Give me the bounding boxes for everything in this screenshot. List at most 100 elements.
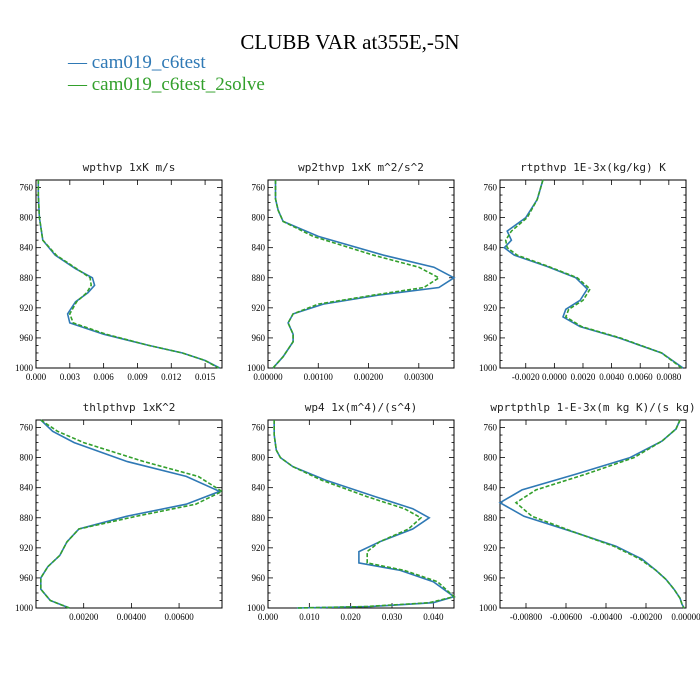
- series-line-cam019-c6test-2solve: [37, 180, 219, 369]
- plot-frame: [35, 179, 223, 369]
- x-tick-label: 0.003: [60, 372, 81, 382]
- plot-frame: [35, 419, 223, 609]
- y-tick-label: 840: [252, 243, 266, 253]
- y-tick-label: 1000: [247, 603, 266, 613]
- x-tick-label: 0.00600: [164, 612, 194, 622]
- x-tick-label: 0.00000: [253, 372, 283, 382]
- legend-label: cam019_c6test_2solve: [91, 74, 265, 95]
- y-tick-label: 880: [252, 273, 266, 283]
- x-tick-label: 0.040: [423, 612, 444, 622]
- series-line-cam019-c6test-2solve: [39, 419, 224, 609]
- y-tick-label: 760: [252, 423, 266, 433]
- y-tick-label: 800: [20, 453, 34, 463]
- panel-title: rtpthvp 1E-3x(kg/kg) K: [520, 161, 666, 174]
- y-tick-label: 960: [252, 333, 266, 343]
- chart-panel-1: wpthvp 1xK m/s76080084088092096010000.00…: [15, 161, 223, 382]
- x-tick-label: 0.00400: [117, 612, 147, 622]
- y-tick-label: 840: [20, 243, 34, 253]
- x-tick-label: 0.0060: [628, 372, 653, 382]
- panel-title: wp2thvp 1xK m^2/s^2: [298, 161, 424, 174]
- chart-panel-3: rtpthvp 1E-3x(kg/kg) K 760 800 840 880 920 960…: [479, 161, 687, 382]
- series-line-cam019-c6test: [273, 420, 456, 609]
- y-tick-label: 840: [484, 483, 498, 493]
- y-tick-label: 880: [484, 513, 498, 523]
- y-tick-label: 960: [20, 333, 34, 343]
- legend-dash-icon: —: [68, 74, 87, 95]
- x-tick-label: 0.00100: [304, 372, 334, 382]
- x-tick-label: 0.00200: [354, 372, 384, 382]
- panel-title: wp4 1x(m^4)/(s^4): [305, 401, 418, 414]
- x-tick-label: 0.00300: [404, 372, 434, 382]
- y-tick-label: 920: [484, 543, 498, 553]
- x-tick-label: 0.000: [258, 612, 279, 622]
- x-tick-label: -0.00200: [630, 612, 663, 622]
- plot-frame: [499, 179, 687, 369]
- y-tick-label: 760: [252, 183, 266, 193]
- x-tick-label: 0.030: [382, 612, 403, 622]
- y-tick-label: 880: [252, 513, 266, 523]
- series-line-cam019-c6test: [503, 179, 684, 369]
- chart-panel-4: thlpthvp 1xK^2 760 800 840 880 920 960 1000 0.00…: [15, 401, 224, 622]
- x-tick-label: -0.00800: [510, 612, 543, 622]
- y-tick-label: 840: [252, 483, 266, 493]
- legend-label: cam019_c6test: [91, 52, 206, 73]
- x-tick-label: 0.000: [26, 372, 47, 382]
- x-tick-label: 0.0020: [571, 372, 596, 382]
- panel-title: wprtpthlp 1-E-3x(m kg K)/(s kg): [490, 401, 695, 414]
- y-tick-label: 1000: [15, 603, 34, 613]
- x-tick-label: -0.00400: [590, 612, 623, 622]
- y-tick-label: 760: [484, 423, 498, 433]
- x-tick-label: 0.00200: [69, 612, 99, 622]
- x-tick-label: 0.00000: [671, 612, 700, 622]
- x-tick-label: 0.006: [94, 372, 115, 382]
- plot-frame: [499, 419, 687, 609]
- series-line-cam019-c6test-2solve: [504, 179, 683, 369]
- chart-panel-5: wp4 1x(m^4)/(s^4)76080084088092096010000…: [247, 401, 456, 622]
- y-tick-label: 1000: [479, 363, 498, 373]
- series-line-cam019-c6test: [37, 180, 221, 369]
- series-line-cam019-c6test-2solve: [273, 420, 456, 609]
- legend-entry-cam019-c6test: — cam019_c6test: [68, 52, 206, 74]
- x-tick-label: 0.0040: [599, 372, 624, 382]
- y-tick-label: 840: [20, 483, 34, 493]
- chart-panel-2: wp2thvp 1xK m^2/s^2 760 800 840 880 920 960 100…: [247, 161, 456, 382]
- y-tick-label: 800: [484, 453, 498, 463]
- y-tick-label: 960: [484, 333, 498, 343]
- y-tick-label: 760: [20, 183, 34, 193]
- y-tick-label: 960: [252, 573, 266, 583]
- y-tick-label: 840: [484, 243, 498, 253]
- y-tick-label: 800: [20, 213, 34, 223]
- panel-title: wpthvp 1xK m/s: [83, 161, 176, 174]
- y-tick-label: 920: [252, 303, 266, 313]
- y-tick-label: 1000: [479, 603, 498, 613]
- y-tick-label: 880: [20, 513, 34, 523]
- y-tick-label: 880: [484, 273, 498, 283]
- y-tick-label: 800: [484, 213, 498, 223]
- series-line-cam019-c6test: [39, 419, 222, 609]
- figure-title: CLUBB VAR at355E,-5N: [240, 30, 460, 54]
- x-tick-label: 0.010: [299, 612, 320, 622]
- y-tick-label: 960: [484, 573, 498, 583]
- series-line-cam019-c6test: [498, 419, 685, 609]
- x-tick-label: 0.012: [161, 372, 181, 382]
- legend-dash-icon: —: [68, 52, 87, 73]
- x-tick-label: 0.0080: [656, 372, 681, 382]
- panel-title: thlpthvp 1xK^2: [83, 401, 176, 414]
- y-tick-label: 920: [252, 543, 266, 553]
- y-tick-label: 1000: [15, 363, 34, 373]
- y-tick-label: 800: [252, 453, 266, 463]
- y-tick-label: 920: [20, 543, 34, 553]
- y-tick-label: 760: [20, 423, 34, 433]
- x-tick-label: -0.00600: [550, 612, 583, 622]
- chart-panel-6: wprtpthlp 1-E-3x(m kg K)/(s kg) 760 800 840…: [479, 401, 700, 622]
- y-tick-label: 760: [484, 183, 498, 193]
- y-tick-label: 960: [20, 573, 34, 583]
- plot-frame: [267, 179, 455, 369]
- y-tick-label: 880: [20, 273, 34, 283]
- legend-entry-cam019-c6test-2solve: — cam019_c6test_2solve: [68, 74, 265, 96]
- series-line-cam019-c6test: [272, 180, 456, 369]
- series-line-cam019-c6test-2solve: [514, 419, 685, 609]
- y-tick-label: 1000: [247, 363, 266, 373]
- y-tick-label: 800: [252, 213, 266, 223]
